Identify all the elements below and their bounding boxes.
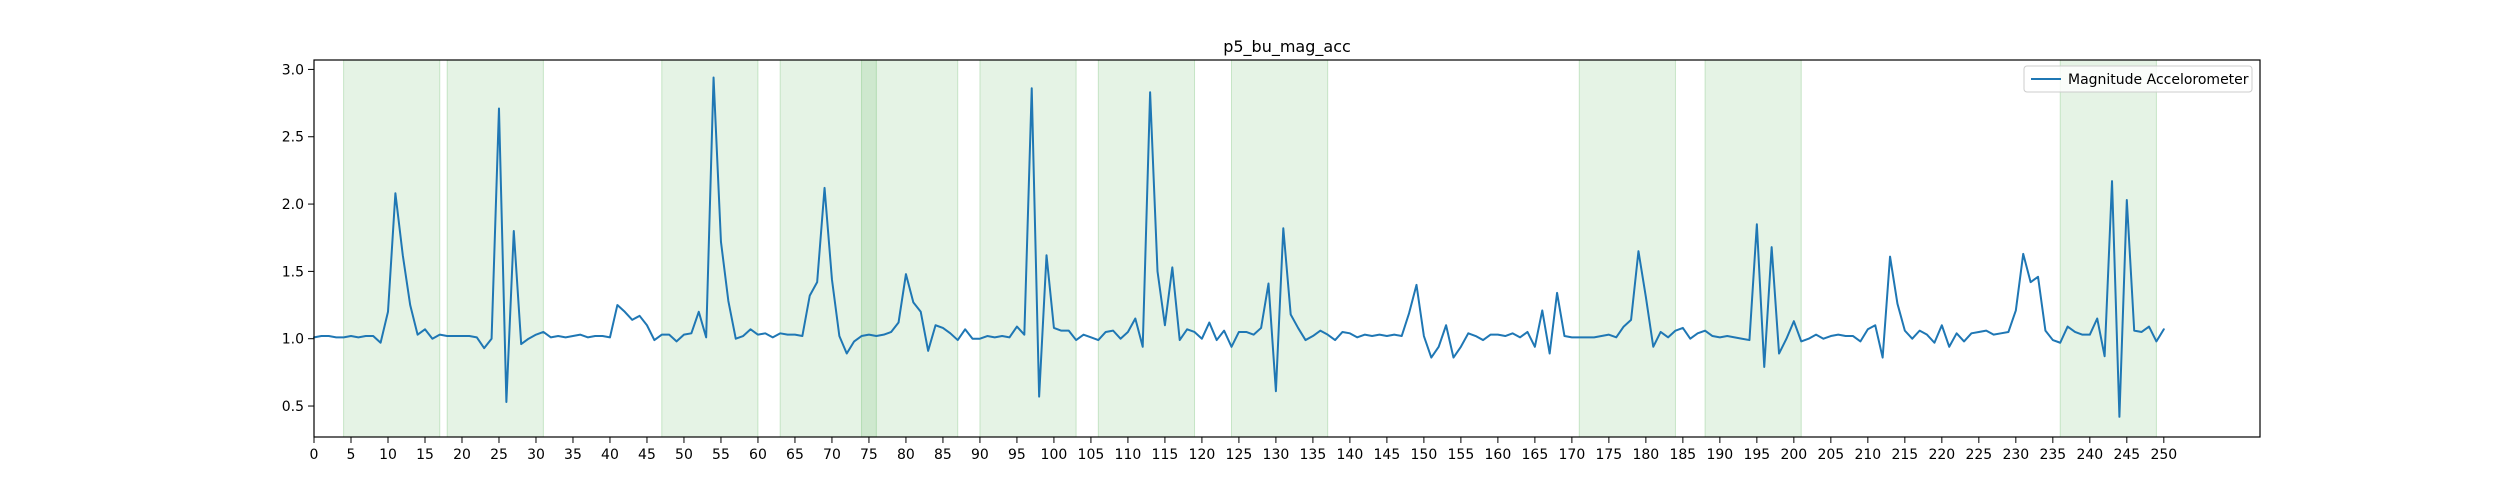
x-tick-label: 155 [1448, 447, 1475, 463]
x-tick-label: 135 [1300, 447, 1327, 463]
x-tick-label: 205 [1817, 447, 1844, 463]
x-tick-label: 95 [1008, 447, 1026, 463]
x-tick-label: 160 [1485, 447, 1512, 463]
x-tick-label: 245 [2113, 447, 2140, 463]
x-tick-label: 25 [490, 447, 508, 463]
x-tick-label: 120 [1189, 447, 1216, 463]
x-tick-label: 75 [860, 447, 878, 463]
x-tick-label: 110 [1115, 447, 1142, 463]
x-tick-label: 60 [749, 447, 767, 463]
shaded-region-4 [861, 59, 959, 438]
shaded-region-8 [1578, 59, 1676, 438]
x-tick-label: 195 [1743, 447, 1770, 463]
x-tick-label: 90 [971, 447, 989, 463]
x-tick-label: 235 [2039, 447, 2066, 463]
chart-title: p5_bu_mag_acc [1223, 37, 1351, 57]
x-tick-label: 10 [379, 447, 397, 463]
x-tick-label: 230 [2002, 447, 2029, 463]
x-tick-label: 125 [1226, 447, 1253, 463]
y-axis-ticks: 0.5 1.0 1.5 2.0 2.5 3.0 [282, 62, 314, 415]
x-axis-ticks: 0 5 10 15 20 25 30 35 40 45 50 55 60 65 70 75 80 85 90 95 10… [310, 437, 2177, 463]
x-tick-label: 50 [675, 447, 693, 463]
shaded-region-9 [1704, 59, 1802, 438]
x-tick-label: 250 [2150, 447, 2177, 463]
x-tick-label: 150 [1411, 447, 1438, 463]
x-tick-label: 130 [1263, 447, 1290, 463]
x-tick-label: 20 [453, 447, 471, 463]
x-tick-label: 240 [2076, 447, 2103, 463]
x-tick-label: 175 [1595, 447, 1622, 463]
x-tick-label: 200 [1780, 447, 1807, 463]
shaded-regions [343, 59, 2157, 438]
x-tick-label: 80 [897, 447, 915, 463]
x-tick-label: 140 [1337, 447, 1364, 463]
series-layer [313, 76, 2165, 418]
y-tick-label: 2.0 [282, 197, 304, 213]
x-tick-label: 210 [1854, 447, 1881, 463]
x-tick-label: 220 [1928, 447, 1955, 463]
legend-box [2023, 65, 2253, 93]
x-tick-label: 225 [1965, 447, 1992, 463]
x-tick-label: 15 [416, 447, 434, 463]
x-tick-label: 100 [1041, 447, 1068, 463]
series-line-0 [313, 76, 2165, 418]
shaded-region-5 [979, 59, 1077, 438]
x-tick-label: 145 [1374, 447, 1401, 463]
y-tick-label: 1.0 [282, 332, 304, 348]
x-tick-label: 5 [347, 447, 356, 463]
x-tick-label: 40 [601, 447, 619, 463]
shaded-region-7 [1231, 59, 1329, 438]
x-tick-label: 65 [786, 447, 804, 463]
legend: Magnitude Accelorometer [2023, 65, 2253, 93]
y-tick-label: 0.5 [282, 399, 304, 415]
x-tick-label: 105 [1078, 447, 1105, 463]
legend-label: Magnitude Accelorometer [2068, 72, 2249, 88]
x-tick-label: 180 [1632, 447, 1659, 463]
x-tick-label: 190 [1706, 447, 1733, 463]
x-tick-label: 35 [564, 447, 582, 463]
x-tick-label: 85 [934, 447, 952, 463]
x-tick-label: 115 [1152, 447, 1179, 463]
x-tick-label: 0 [310, 447, 319, 463]
x-tick-label: 55 [712, 447, 730, 463]
x-tick-label: 30 [527, 447, 545, 463]
x-tick-label: 215 [1891, 447, 1918, 463]
x-tick-label: 70 [823, 447, 841, 463]
x-tick-label: 165 [1522, 447, 1549, 463]
shaded-region-2 [661, 59, 759, 438]
x-tick-label: 45 [638, 447, 656, 463]
y-tick-label: 2.5 [282, 130, 304, 146]
x-tick-label: 170 [1559, 447, 1586, 463]
y-tick-label: 1.5 [282, 264, 304, 280]
x-tick-label: 185 [1669, 447, 1696, 463]
plot-area-frame [313, 59, 2261, 438]
y-tick-label: 3.0 [282, 62, 304, 78]
